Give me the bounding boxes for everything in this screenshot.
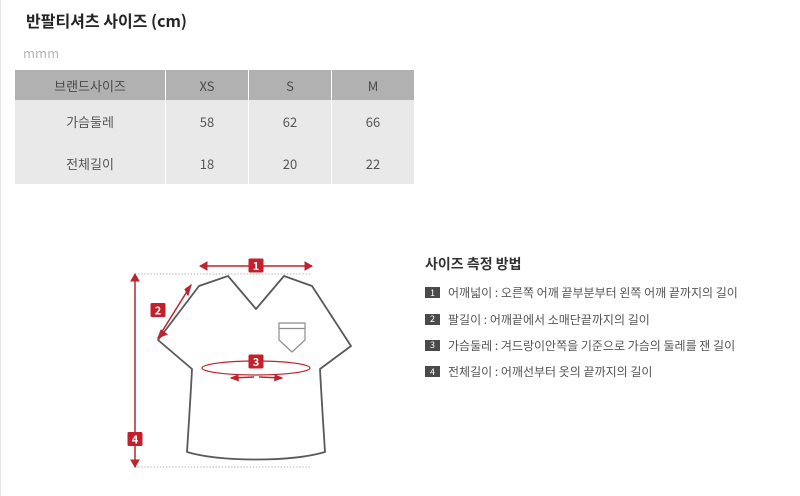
svg-text:3: 3: [253, 354, 260, 370]
svg-text:4: 4: [132, 431, 139, 447]
svg-text:1: 1: [253, 258, 260, 274]
svg-text:2: 2: [155, 302, 162, 318]
